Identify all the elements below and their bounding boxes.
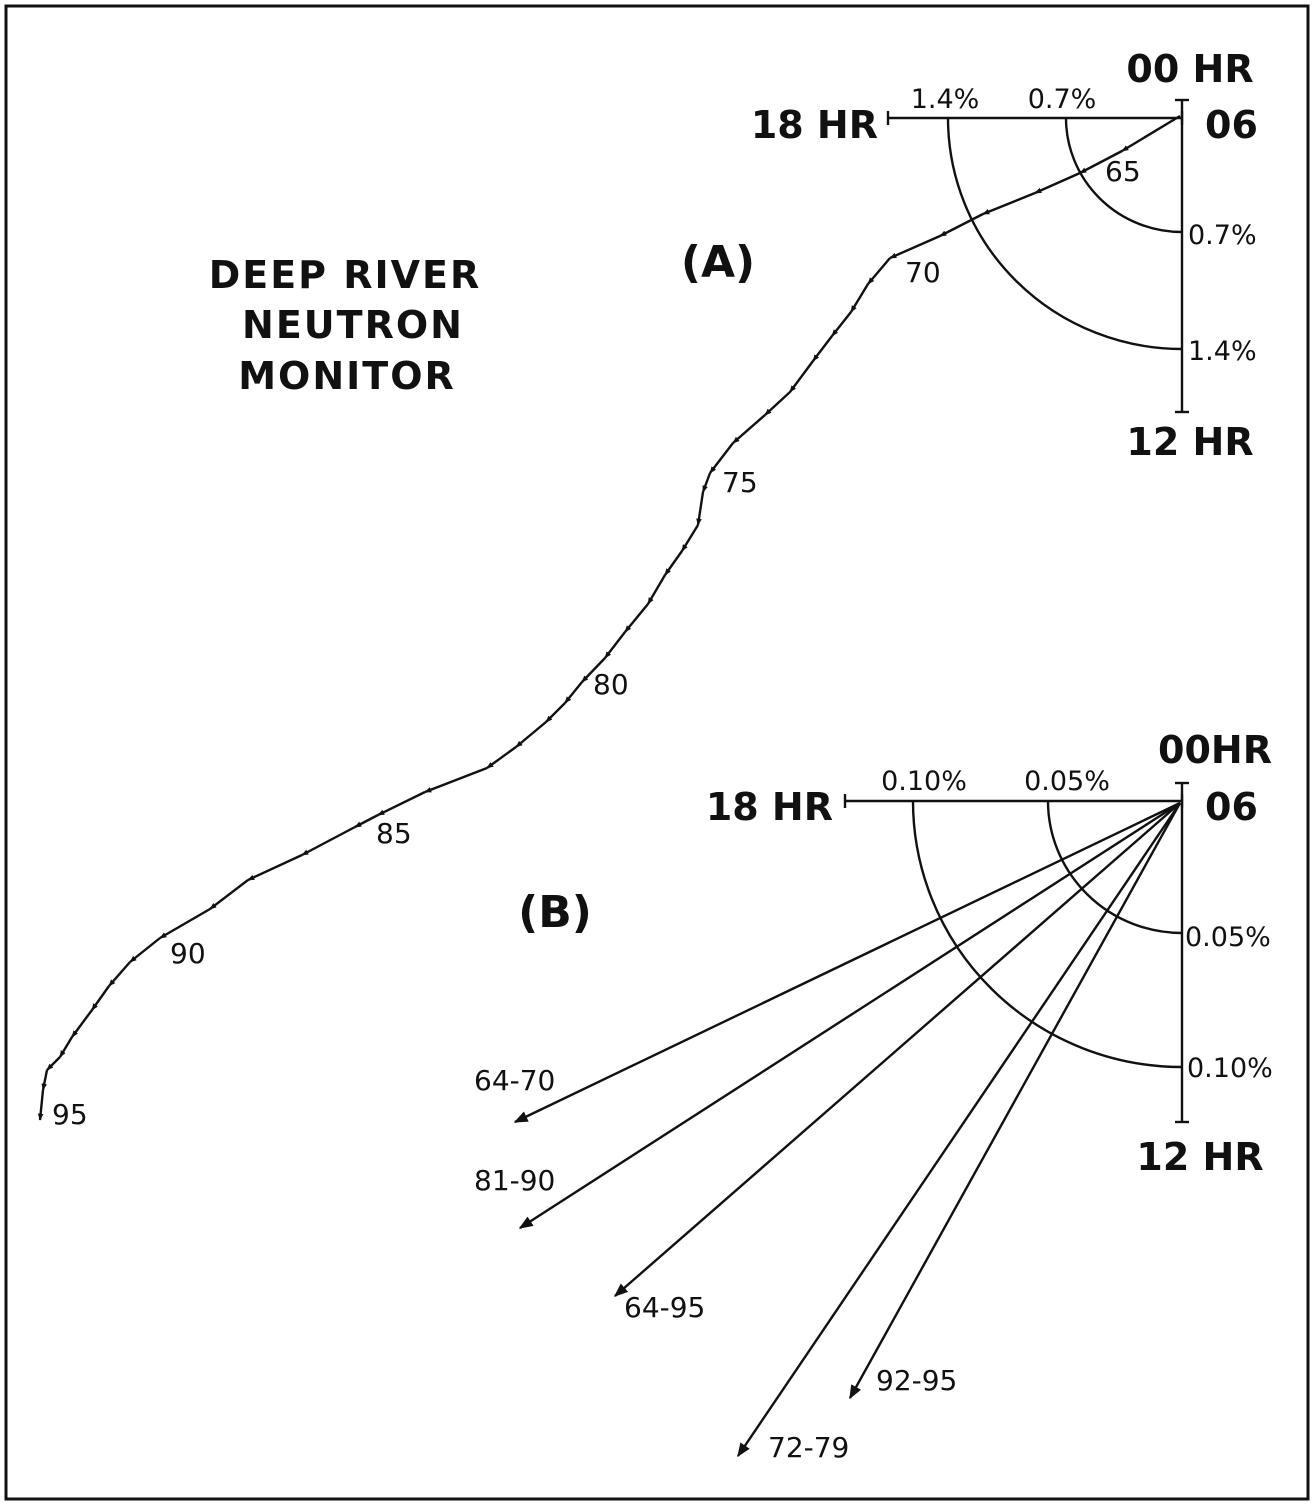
panel-a-12hr-label: 12 HR [1126, 420, 1253, 464]
year-label-70: 70 [905, 256, 941, 289]
panel-a-inner-h-label: 0.7% [1028, 84, 1097, 115]
vector-64-70 [513, 801, 1181, 1124]
panel-a: (A) 00 HR 18 HR 06 12 HR 1.4% 0.7% 0.7% … [37, 47, 1258, 1131]
track-segment [982, 191, 1036, 216]
vector-label-72-79: 72-79 [768, 1431, 849, 1464]
track-segment [424, 766, 488, 794]
track-segment [624, 603, 649, 633]
vector-72-79 [737, 802, 1181, 1458]
vector-92-95 [848, 802, 1182, 1400]
track-segment [764, 391, 791, 416]
track-segment [108, 961, 131, 987]
track-segment [1121, 114, 1181, 153]
track-segment [1079, 149, 1123, 175]
year-label-65: 65 [1105, 155, 1141, 188]
track-segment [91, 985, 110, 1011]
track-segment [831, 311, 852, 337]
track-segment [37, 1089, 45, 1121]
panel-b-inner-arc [1046, 800, 1183, 935]
year-label-90: 90 [170, 937, 206, 970]
track-segment [696, 491, 705, 526]
track-segment [789, 360, 814, 393]
panel-a-vector-track [37, 114, 1181, 1121]
track-segment [46, 1056, 61, 1071]
track-segment [604, 631, 626, 659]
track-segment [732, 414, 766, 444]
track-segment [41, 1069, 49, 1091]
track-segment [159, 907, 211, 940]
panel-b-mean-vectors: 64-70 81-90 64-95 72-79 92-95 [474, 801, 1182, 1464]
panel-a-06hr-label: 06 [1205, 103, 1258, 147]
panel-a-inner-arc [1064, 117, 1183, 234]
panel-a-outer-v-label: 1.4% [1188, 336, 1257, 367]
track-segment [58, 1036, 74, 1058]
track-segment [377, 790, 426, 817]
track-segment [701, 472, 712, 493]
track-segment [129, 937, 161, 963]
track-segment [354, 813, 379, 829]
vector-81-90 [518, 801, 1181, 1230]
panel-a-label: (A) [681, 237, 755, 288]
track-segment [889, 234, 941, 260]
track-segment [812, 335, 833, 362]
year-label-80: 80 [593, 668, 629, 701]
panel-a-00hr-label: 00 HR [1126, 47, 1253, 91]
panel-b-outer-h-label: 0.10% [881, 766, 967, 797]
panel-b-12hr-label: 12 HR [1136, 1135, 1263, 1179]
track-segment [939, 212, 984, 238]
title-line-2: NEUTRON [242, 303, 464, 347]
panel-a-outer-h-label: 1.4% [911, 84, 980, 115]
panel-b-18hr-label: 18 HR [706, 785, 833, 829]
track-segment [301, 825, 356, 857]
track-segment [849, 283, 870, 313]
title-line-3: MONITOR [238, 354, 456, 398]
track-segment [581, 657, 606, 683]
panel-b: (B) 00HR 18 HR 06 12 HR 0.10% 0.05% 0.05… [474, 728, 1273, 1464]
panel-b-00hr-label: 00HR [1158, 728, 1272, 772]
vector-label-64-70: 64-70 [474, 1064, 555, 1097]
vector-label-64-95: 64-95 [624, 1291, 705, 1324]
track-segment [646, 574, 667, 605]
title-line-1: DEEP RIVER [209, 253, 482, 297]
track-segment [1034, 171, 1081, 195]
panel-b-inner-v-label: 0.05% [1185, 922, 1271, 953]
panel-a-inner-v-label: 0.7% [1188, 220, 1257, 251]
track-segment [709, 442, 734, 474]
vector-label-81-90: 81-90 [474, 1164, 555, 1197]
year-label-75: 75 [722, 466, 758, 499]
track-segment [71, 1009, 93, 1038]
track-segment [209, 879, 249, 910]
panel-a-year-labels: 65 70 75 80 85 90 95 [52, 155, 1141, 1131]
panel-a-18hr-label: 18 HR [751, 103, 878, 147]
track-segment [545, 702, 566, 723]
vector-64-95 [613, 802, 1181, 1297]
panel-b-inner-h-label: 0.05% [1024, 766, 1110, 797]
year-label-95: 95 [52, 1098, 88, 1131]
track-segment [247, 853, 303, 882]
track-segment [664, 550, 683, 576]
figure-title: DEEP RIVER NEUTRON MONITOR [209, 253, 482, 398]
track-segment [867, 257, 891, 285]
panel-b-label: (B) [518, 887, 592, 938]
vector-label-92-95: 92-95 [876, 1364, 957, 1397]
panel-b-outer-arc [911, 800, 1183, 1069]
panel-b-06hr-label: 06 [1205, 785, 1258, 829]
track-segment [564, 681, 583, 704]
figure-border [4, 4, 1310, 1501]
track-segment [486, 746, 517, 769]
year-label-85: 85 [376, 817, 412, 850]
panel-a-outer-arc [946, 117, 1183, 351]
track-segment [680, 524, 700, 552]
track-segment [515, 721, 547, 748]
panel-b-outer-v-label: 0.10% [1187, 1053, 1273, 1084]
